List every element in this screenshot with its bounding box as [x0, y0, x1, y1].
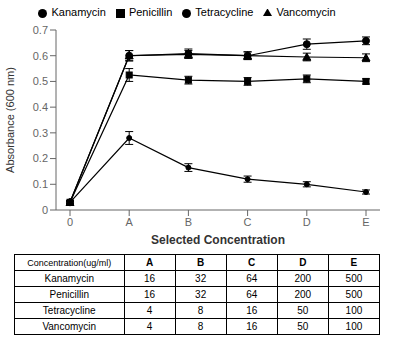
html-text:Penicillin: Penicillin — [128, 6, 173, 18]
svg-text:D: D — [303, 216, 311, 228]
html-text:D: D — [299, 257, 307, 268]
svg-text:C: C — [244, 216, 252, 228]
html-text:500: 500 — [345, 273, 363, 284]
svg-text:0.1: 0.1 — [33, 178, 48, 190]
html-text:A: A — [145, 257, 154, 268]
html-text:Kanamycin: Kanamycin — [51, 6, 106, 18]
html-text:64: 64 — [246, 273, 258, 284]
svg-text:Absorbance (600 nm): Absorbance (600 nm) — [8, 67, 16, 173]
svg-text:0.7: 0.7 — [33, 24, 48, 36]
svg-text:0.2: 0.2 — [33, 152, 48, 164]
html-text:200: 200 — [294, 289, 312, 300]
html-text:16: 16 — [144, 289, 156, 300]
html-text:16: 16 — [246, 321, 258, 332]
html-text:Concentration(ug/ml): Concentration(ug/ml) — [27, 257, 112, 268]
html-text:50: 50 — [297, 321, 309, 332]
html-text:100: 100 — [345, 305, 363, 316]
html-text:Penicillin: Penicillin — [49, 289, 89, 300]
html-text:4: 4 — [146, 321, 153, 332]
html-text:64: 64 — [246, 289, 258, 300]
html-text:50: 50 — [297, 305, 309, 316]
svg-text:0: 0 — [67, 216, 73, 228]
svg-text:E: E — [362, 216, 369, 228]
html-text:8: 8 — [197, 321, 204, 332]
html-text:16: 16 — [144, 273, 156, 284]
svg-text:0: 0 — [42, 204, 48, 216]
html-text:Vancomycin: Vancomycin — [276, 6, 336, 18]
svg-text:B: B — [185, 216, 192, 228]
html-text:Tetracycline: Tetracycline — [42, 305, 96, 316]
svg-text:0.4: 0.4 — [33, 101, 48, 113]
html-text:4: 4 — [146, 305, 153, 316]
html-text:16: 16 — [246, 305, 258, 316]
html-text:32: 32 — [195, 273, 207, 284]
html-text:100: 100 — [345, 321, 363, 332]
html-text:B: B — [197, 257, 205, 268]
html-text:E: E — [350, 257, 358, 268]
html-text:200: 200 — [294, 273, 312, 284]
html-text:Kanamycin: Kanamycin — [44, 273, 94, 284]
html-text:500: 500 — [345, 289, 363, 300]
svg-text:Selected Concentration: Selected Concentration — [151, 233, 285, 247]
html-text:Vancomycin: Vancomycin — [42, 321, 97, 332]
html-text:Tetracycline: Tetracycline — [195, 6, 254, 18]
html-text:32: 32 — [195, 289, 207, 300]
html-text:8: 8 — [197, 305, 204, 316]
svg-text:A: A — [126, 216, 134, 228]
svg-text:0.3: 0.3 — [33, 127, 48, 139]
svg-text:0.5: 0.5 — [33, 75, 48, 87]
html-text:C: C — [248, 257, 256, 268]
svg-text:0.6: 0.6 — [33, 50, 48, 62]
